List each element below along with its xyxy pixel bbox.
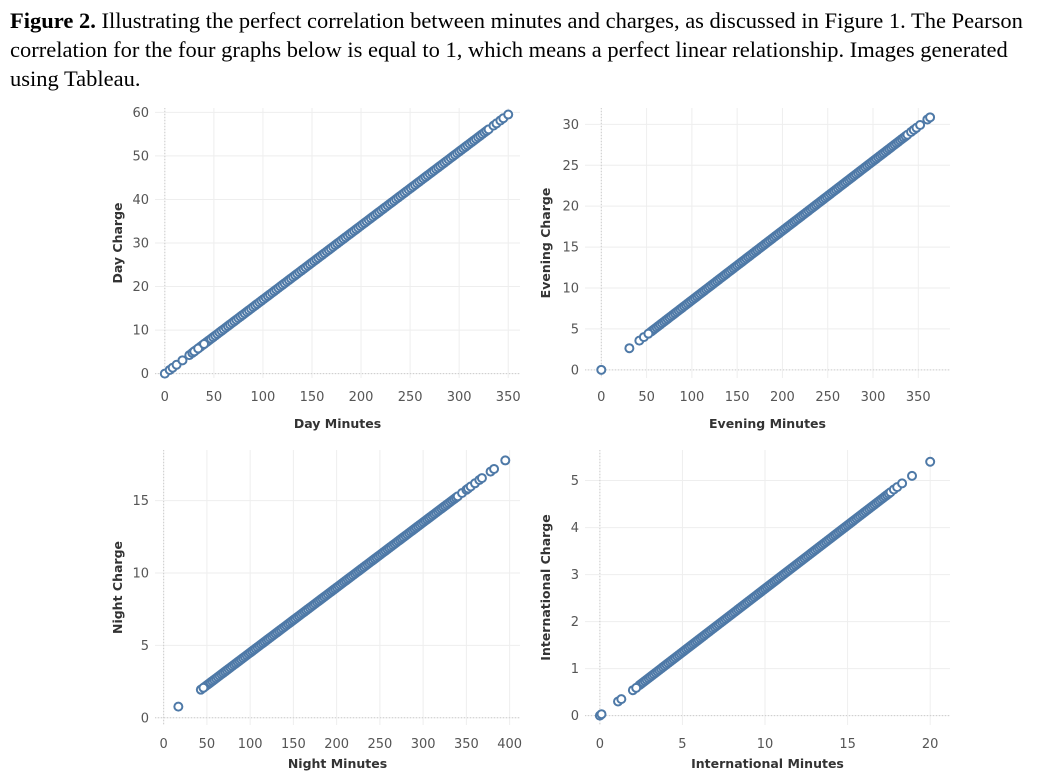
data-point (489, 463, 500, 474)
y-tick-label: 20 (562, 200, 579, 215)
x-axis-label: Day Minutes (294, 416, 381, 431)
y-tick-label: 5 (571, 322, 579, 337)
y-tick-label: 1 (571, 662, 579, 677)
y-tick-label: 0 (141, 711, 149, 726)
data-points (159, 109, 514, 379)
data-point (177, 355, 188, 366)
data-point (624, 343, 635, 354)
data-point (643, 328, 654, 339)
x-tick-label: 200 (349, 390, 374, 405)
y-axis-label: Day Charge (110, 202, 125, 283)
x-tick-label: 150 (281, 737, 306, 752)
day-scatter-chart: 0 50 100 150 200 250 300 350 0 10 20 30 40 50 60 Day Mi… (110, 106, 521, 431)
data-point (500, 455, 511, 466)
data-point (925, 456, 936, 467)
data-point (199, 339, 210, 350)
y-tick-label: 15 (132, 494, 149, 509)
y-tick-label: 5 (141, 639, 149, 654)
x-tick-label: 0 (160, 737, 168, 752)
y-tick-label: 4 (571, 521, 579, 536)
y-tick-label: 10 (132, 567, 149, 582)
y-tick-label: 30 (132, 237, 149, 252)
x-tick-label: 350 (906, 390, 931, 405)
data-point (616, 694, 627, 705)
x-tick-label: 300 (447, 390, 472, 405)
x-tick-label: 300 (861, 390, 886, 405)
data-point (596, 364, 607, 375)
data-point (476, 473, 487, 484)
international-scatter-chart: 0 5 10 15 20 0 1 2 3 4 5 International Minutes Inter… (538, 450, 950, 771)
x-tick-label: 250 (815, 390, 840, 405)
y-tick-label: 50 (132, 149, 149, 164)
caption-text: Illustrating the perfect correlation bet… (10, 8, 1023, 91)
x-tick-label: 400 (497, 737, 522, 752)
y-axis-label: Evening Charge (538, 188, 553, 299)
data-point (173, 701, 184, 712)
x-tick-label: 350 (454, 737, 479, 752)
data-point (631, 682, 642, 693)
x-tick-label: 150 (725, 390, 750, 405)
x-tick-label: 20 (922, 737, 939, 752)
data-point (198, 682, 209, 693)
y-tick-label: 2 (571, 615, 579, 630)
y-tick-label: 0 (571, 363, 579, 378)
x-tick-label: 250 (367, 737, 392, 752)
y-tick-label: 25 (562, 159, 579, 174)
night-scatter-chart: 0 50 100 150 200 250 300 350 400 0 5 10 15 Night Minu… (110, 450, 522, 771)
y-tick-label: 5 (571, 474, 579, 489)
y-tick-label: 10 (132, 324, 149, 339)
x-tick-label: 0 (597, 390, 605, 405)
x-axis-label: Night Minutes (288, 756, 387, 771)
x-tick-label: 100 (251, 390, 276, 405)
y-tick-label: 15 (562, 241, 579, 256)
x-tick-label: 5 (678, 737, 686, 752)
data-points (594, 456, 936, 721)
data-point (503, 109, 514, 120)
data-point (596, 709, 607, 720)
x-tick-label: 200 (324, 737, 349, 752)
x-tick-label: 0 (161, 390, 169, 405)
data-point (897, 478, 908, 489)
y-tick-label: 60 (132, 106, 149, 121)
x-tick-label: 350 (496, 390, 521, 405)
x-axis-label: International Minutes (691, 756, 844, 771)
y-tick-label: 3 (571, 568, 579, 583)
y-axis-label: International Charge (538, 514, 553, 660)
x-tick-label: 250 (398, 390, 423, 405)
y-tick-label: 30 (562, 118, 579, 133)
x-tick-label: 300 (411, 737, 436, 752)
figure-caption: Figure 2. Illustrating the perfect corre… (10, 6, 1050, 93)
x-tick-label: 150 (300, 390, 325, 405)
x-axis-label: Evening Minutes (709, 416, 826, 431)
x-tick-label: 0 (596, 737, 604, 752)
x-tick-label: 50 (199, 737, 216, 752)
x-tick-label: 100 (679, 390, 704, 405)
data-point (925, 112, 936, 123)
y-tick-label: 0 (141, 367, 149, 382)
x-tick-label: 10 (757, 737, 774, 752)
x-tick-label: 50 (206, 390, 223, 405)
evening-scatter-chart: 0 50 100 150 200 250 300 350 0 5 10 15 20 25 30 Evening… (538, 108, 950, 431)
y-tick-label: 20 (132, 280, 149, 295)
x-tick-label: 15 (839, 737, 856, 752)
y-tick-label: 40 (132, 193, 149, 208)
data-point (915, 120, 926, 131)
figure-label: Figure 2. (10, 8, 96, 33)
x-tick-label: 50 (638, 390, 655, 405)
y-tick-label: 10 (562, 282, 579, 297)
y-tick-label: 0 (571, 709, 579, 724)
x-tick-label: 200 (770, 390, 795, 405)
data-point (907, 470, 918, 481)
x-tick-label: 100 (238, 737, 263, 752)
y-axis-label: Night Charge (110, 541, 125, 634)
data-points (596, 112, 936, 375)
data-points (173, 455, 511, 712)
